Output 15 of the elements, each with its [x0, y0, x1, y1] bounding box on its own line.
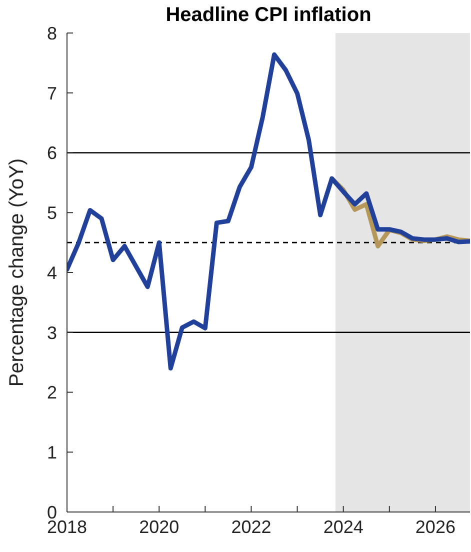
y-tick-label: 3: [46, 322, 57, 343]
chart-title: Headline CPI inflation: [164, 3, 372, 28]
x-tick-label: 2026: [415, 516, 456, 537]
y-tick-label: 1: [46, 442, 57, 463]
y-tick-label: 8: [46, 23, 57, 44]
y-axis-title: Percentage change (YoY): [6, 158, 28, 387]
y-tick-label: 7: [46, 83, 57, 104]
x-tick-label: 2020: [139, 516, 180, 537]
y-tick-label: 4: [46, 262, 57, 283]
line-series: [67, 52, 470, 371]
y-tick-label: 6: [46, 143, 57, 164]
x-tick-label: 2024: [323, 516, 364, 537]
y-tick-label: 5: [46, 203, 57, 224]
x-tick-label: 2022: [231, 516, 272, 537]
y-tick-label: 2: [46, 382, 57, 403]
